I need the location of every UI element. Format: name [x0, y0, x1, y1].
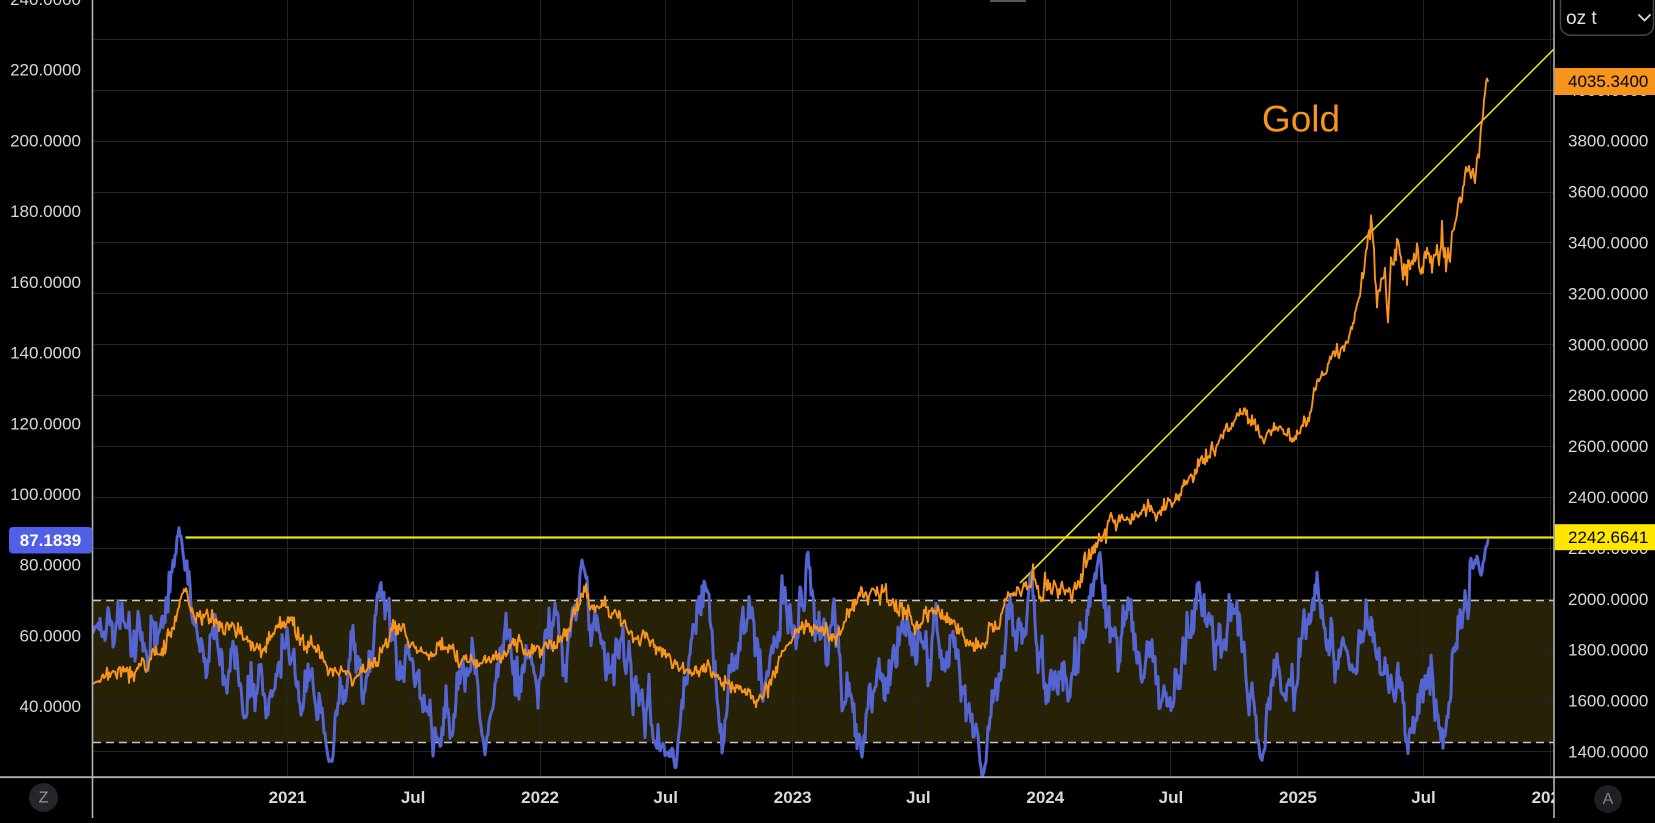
svg-text:2000.0000: 2000.0000 — [1568, 590, 1648, 609]
svg-text:220.0000: 220.0000 — [10, 61, 81, 80]
svg-text:Jul: Jul — [653, 788, 678, 807]
svg-text:3200.0000: 3200.0000 — [1568, 284, 1648, 303]
svg-text:3800.0000: 3800.0000 — [1568, 132, 1648, 151]
svg-text:2026: 2026 — [1532, 788, 1570, 807]
svg-text:2023: 2023 — [774, 788, 812, 807]
svg-text:Jul: Jul — [906, 788, 931, 807]
svg-text:Jul: Jul — [1159, 788, 1184, 807]
svg-text:1400.0000: 1400.0000 — [1568, 743, 1648, 762]
svg-text:Jul: Jul — [1411, 788, 1436, 807]
svg-text:3400.0000: 3400.0000 — [1568, 234, 1648, 253]
svg-text:240.0000: 240.0000 — [10, 0, 81, 9]
svg-text:160.0000: 160.0000 — [10, 273, 81, 292]
svg-text:A: A — [1603, 791, 1614, 808]
svg-text:120.0000: 120.0000 — [10, 414, 81, 433]
svg-text:100.0000: 100.0000 — [10, 485, 81, 504]
svg-text:200.0000: 200.0000 — [10, 131, 81, 150]
svg-text:2400.0000: 2400.0000 — [1568, 488, 1648, 507]
svg-text:87.1839: 87.1839 — [20, 531, 81, 550]
svg-text:140.0000: 140.0000 — [10, 344, 81, 363]
svg-text:Gold: Gold — [1262, 99, 1340, 140]
svg-text:3600.0000: 3600.0000 — [1568, 183, 1648, 202]
svg-text:Z: Z — [39, 790, 49, 807]
svg-text:1600.0000: 1600.0000 — [1568, 692, 1648, 711]
svg-text:oz t: oz t — [1566, 8, 1597, 29]
svg-text:Jul: Jul — [401, 788, 426, 807]
svg-text:4035.3400: 4035.3400 — [1568, 72, 1648, 91]
svg-text:3000.0000: 3000.0000 — [1568, 335, 1648, 354]
svg-text:60.0000: 60.0000 — [20, 626, 81, 645]
svg-text:2242.6641: 2242.6641 — [1568, 528, 1648, 547]
svg-text:2024: 2024 — [1026, 788, 1064, 807]
svg-text:180.0000: 180.0000 — [10, 202, 81, 221]
svg-text:1800.0000: 1800.0000 — [1568, 641, 1648, 660]
svg-text:2022: 2022 — [521, 788, 559, 807]
svg-text:2025: 2025 — [1279, 788, 1317, 807]
svg-text:2021: 2021 — [269, 788, 307, 807]
svg-text:80.0000: 80.0000 — [20, 556, 81, 575]
svg-text:40.0000: 40.0000 — [20, 697, 81, 716]
svg-text:2600.0000: 2600.0000 — [1568, 437, 1648, 456]
svg-text:2800.0000: 2800.0000 — [1568, 386, 1648, 405]
